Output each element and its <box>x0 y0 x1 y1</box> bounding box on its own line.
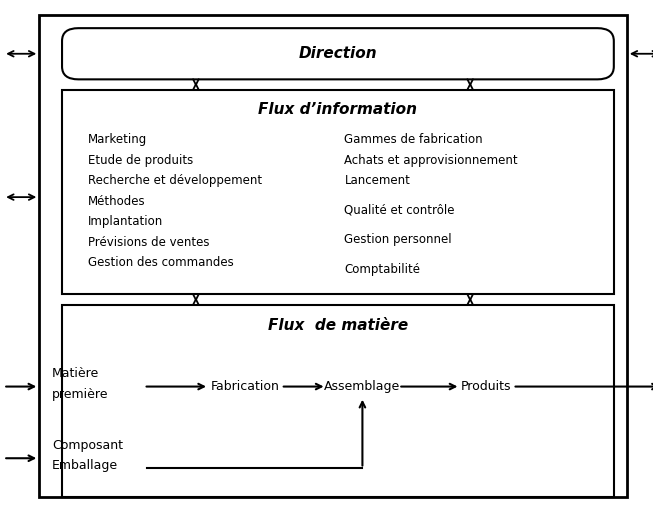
Text: Lancement: Lancement <box>345 174 410 187</box>
Bar <box>62 90 614 294</box>
Text: Gestion personnel: Gestion personnel <box>345 233 452 246</box>
Text: Flux d’information: Flux d’information <box>259 101 417 117</box>
Text: Qualité et contrôle: Qualité et contrôle <box>345 204 455 217</box>
FancyBboxPatch shape <box>62 28 614 79</box>
Text: Achats et approvisionnement: Achats et approvisionnement <box>345 154 518 166</box>
Text: Assemblage: Assemblage <box>325 380 400 393</box>
Text: Comptabilité: Comptabilité <box>345 263 421 276</box>
Text: Fabrication: Fabrication <box>210 380 279 393</box>
Text: Recherche et développement: Recherche et développement <box>88 174 263 187</box>
Text: Marketing: Marketing <box>88 133 148 146</box>
Bar <box>62 305 614 497</box>
Text: Gammes de fabrication: Gammes de fabrication <box>345 133 483 146</box>
Text: Gestion des commandes: Gestion des commandes <box>88 256 234 269</box>
Text: Composant: Composant <box>52 439 123 452</box>
Text: Etude de produits: Etude de produits <box>88 154 193 166</box>
Text: Produits: Produits <box>461 380 512 393</box>
Text: Emballage: Emballage <box>52 459 118 473</box>
Text: Implantation: Implantation <box>88 215 163 228</box>
Text: Matière: Matière <box>52 367 99 380</box>
Text: Flux  de matière: Flux de matière <box>268 317 408 333</box>
Text: première: première <box>52 388 109 401</box>
Text: Prévisions de ventes: Prévisions de ventes <box>88 236 210 248</box>
Text: Méthodes: Méthodes <box>88 195 146 207</box>
Text: Direction: Direction <box>298 46 377 61</box>
